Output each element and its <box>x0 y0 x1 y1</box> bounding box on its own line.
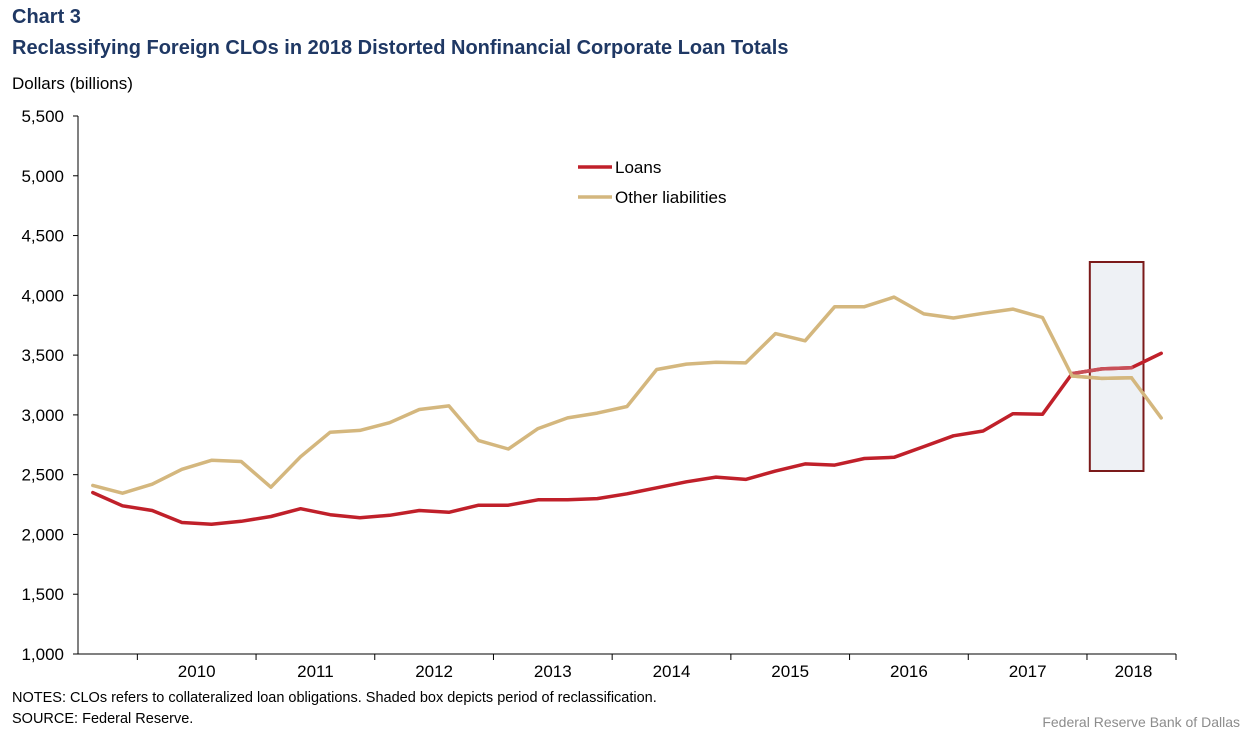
y-tick-label: 1,000 <box>21 645 64 664</box>
x-tick-label: 2012 <box>415 662 453 681</box>
x-tick-label: 2014 <box>653 662 691 681</box>
x-tick-label: 2016 <box>890 662 928 681</box>
chart-notes: NOTES: CLOs refers to collateralized loa… <box>12 688 657 730</box>
series-line-other-liabilities-highlighted-segment <box>1070 374 1134 381</box>
y-tick-label: 2,000 <box>21 525 64 544</box>
x-tick-label: 2011 <box>297 662 334 681</box>
series-line-other-liabilities <box>91 295 1163 495</box>
source-text: SOURCE: Federal Reserve. <box>12 711 194 727</box>
notes-text: NOTES: CLOs refers to collateralized loa… <box>12 690 657 706</box>
chart-series-lines <box>91 295 1163 527</box>
legend-label: Loans <box>615 158 661 177</box>
chart-axes: 1,000 1,500 2,000 2,500 3,000 3,500 4,000 4,500… <box>21 107 1177 681</box>
x-tick-label: 2013 <box>534 662 572 681</box>
legend-label: Other liabilities <box>615 188 727 207</box>
chart-number: Chart 3 <box>12 6 81 28</box>
x-tick-label: 2015 <box>771 662 809 681</box>
x-tick-label: 2010 <box>178 662 216 681</box>
series-line-loans-highlighted-segment <box>1070 365 1134 376</box>
y-tick-label: 3,000 <box>21 406 64 425</box>
y-axis-units-label: Dollars (billions) <box>12 74 133 93</box>
chart-title: Reclassifying Foreign CLOs in 2018 Disto… <box>12 37 789 59</box>
x-tick-label: 2018 <box>1115 662 1153 681</box>
chart-legend: Loans Other liabilities <box>578 158 727 207</box>
x-tick-label: 2017 <box>1009 662 1047 681</box>
y-tick-label: 2,500 <box>21 466 64 485</box>
credit-text: Federal Reserve Bank of Dallas <box>1042 714 1240 730</box>
y-tick-label: 5,500 <box>21 107 64 126</box>
y-tick-label: 4,500 <box>21 227 64 246</box>
y-tick-label: 5,000 <box>21 167 64 186</box>
y-tick-label: 3,500 <box>21 346 64 365</box>
y-tick-label: 1,500 <box>21 585 64 604</box>
y-tick-label: 4,000 <box>21 286 64 305</box>
series-line-loans <box>91 351 1163 527</box>
